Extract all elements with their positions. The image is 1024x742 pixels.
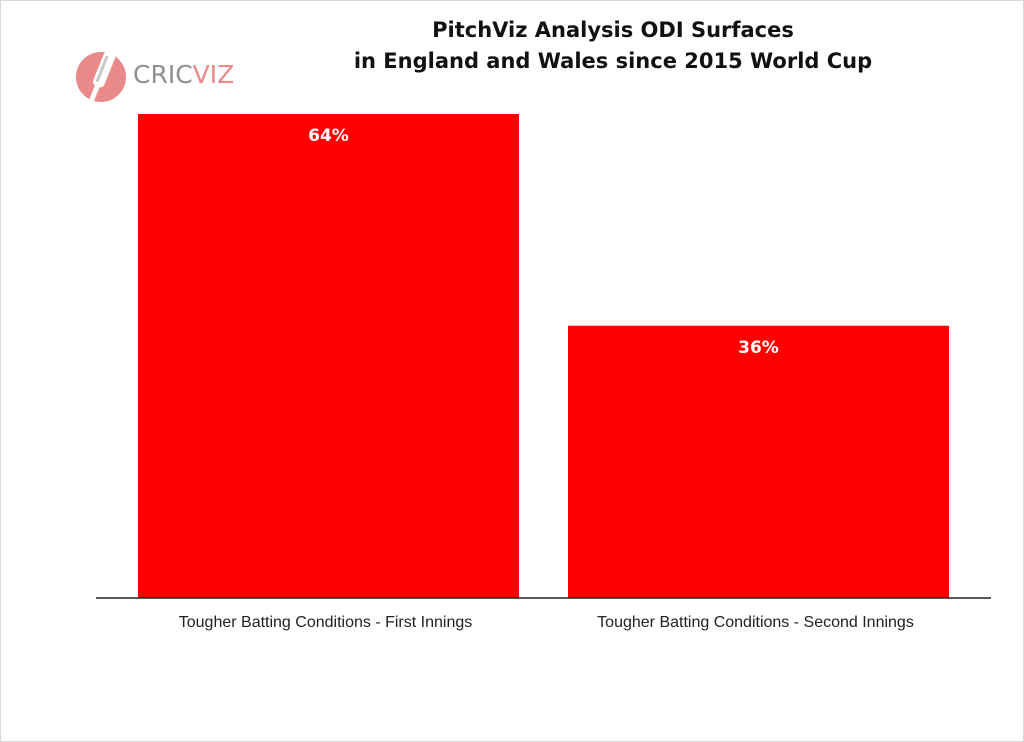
bar-1 bbox=[138, 114, 519, 598]
bar-2 bbox=[568, 325, 949, 598]
chart-title-line-2: in England and Wales since 2015 World Cu… bbox=[353, 49, 873, 73]
logo-text-cric: CRIC bbox=[133, 60, 193, 89]
chart-title: PitchViz Analysis ODI Surfaces in Englan… bbox=[263, 15, 963, 77]
bar-1-data-label: 64% bbox=[308, 126, 349, 146]
bar-2-data-label: 36% bbox=[738, 338, 779, 358]
logo-text-viz: VIZ bbox=[192, 60, 235, 89]
bars-layer: 64% 36% bbox=[138, 114, 949, 598]
logo-wordmark: CRICVIZ bbox=[133, 60, 234, 89]
x-tick-labels: Tougher Batting Conditions - First Innin… bbox=[179, 614, 914, 631]
x-tick-label-2: Tougher Batting Conditions - Second Inni… bbox=[597, 614, 914, 631]
cricviz-logo: CRICVIZ bbox=[75, 47, 235, 107]
x-tick-label-1: Tougher Batting Conditions - First Innin… bbox=[179, 614, 472, 631]
cricket-bat-ball-icon bbox=[76, 51, 126, 102]
chart-title-line-1: PitchViz Analysis ODI Surfaces bbox=[432, 18, 794, 42]
